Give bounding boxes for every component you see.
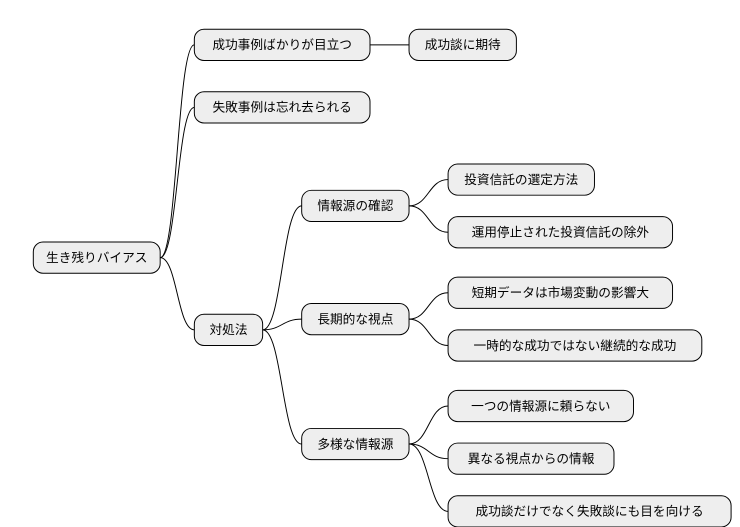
node-n3c: 多様な情報源 bbox=[302, 428, 409, 459]
node-n3c2: 異なる視点からの情報 bbox=[448, 443, 614, 474]
node-label: 成功談だけでなく失敗談にも目を向ける bbox=[476, 504, 704, 519]
node-n3c3: 成功談だけでなく失敗談にも目を向ける bbox=[448, 496, 731, 527]
edge-n3-n3c bbox=[263, 330, 302, 444]
edge-n3a-n3a1 bbox=[409, 180, 448, 206]
node-label: 運用停止された投資信託の除外 bbox=[472, 225, 650, 240]
node-label: 一時的な成功ではない継続的な成功 bbox=[474, 338, 677, 353]
node-label: 異なる視点からの情報 bbox=[468, 452, 595, 466]
node-label: 投資信託の選定方法 bbox=[464, 172, 578, 187]
edge-root-n3 bbox=[160, 258, 194, 330]
node-n3: 対処法 bbox=[194, 314, 262, 345]
node-n1: 成功事例ばかりが目立つ bbox=[194, 29, 370, 60]
edge-n3b-n3b2 bbox=[409, 319, 448, 345]
nodes-layer: 生き残りバイアス 成功事例ばかりが目立つ 成功談に期待失敗事例は忘れ去られる対処法 情… bbox=[33, 29, 731, 527]
edge-n3c-n3c1 bbox=[409, 406, 448, 444]
node-n3a1: 投資信託の選定方法 bbox=[448, 164, 594, 195]
node-label: 対処法 bbox=[209, 323, 247, 337]
node-n3b2: 一時的な成功ではない継続的な成功 bbox=[448, 330, 702, 361]
node-root: 生き残りバイアス bbox=[33, 242, 160, 273]
node-n3b: 長期的な視点 bbox=[302, 304, 409, 335]
edge-n3-n3b bbox=[263, 319, 302, 330]
edge-n3-n3a bbox=[263, 206, 302, 330]
node-n2: 失敗事例は忘れ去られる bbox=[194, 92, 370, 123]
edge-n3a-n3a2 bbox=[409, 206, 448, 232]
node-label: 成功談に期待 bbox=[425, 37, 501, 52]
node-n3a: 情報源の確認 bbox=[302, 190, 409, 221]
edge-root-n1 bbox=[160, 45, 194, 258]
node-n3c1: 一つの情報源に頼らない bbox=[448, 390, 633, 421]
node-label: 多様な情報源 bbox=[317, 437, 393, 451]
node-label: 短期データは市場変動の影響大 bbox=[472, 285, 650, 300]
node-label: 生き残りバイアス bbox=[46, 251, 147, 265]
edge-n3b-n3b1 bbox=[409, 293, 448, 319]
node-n3a2: 運用停止された投資信託の除外 bbox=[448, 217, 672, 248]
node-label: 失敗事例は忘れ去られる bbox=[212, 101, 351, 115]
node-n1a: 成功談に期待 bbox=[409, 29, 516, 60]
node-label: 一つの情報源に頼らない bbox=[471, 399, 610, 413]
edge-n3c-n3c3 bbox=[409, 444, 448, 511]
node-label: 成功事例ばかりが目立つ bbox=[212, 38, 352, 52]
node-label: 長期的な視点 bbox=[317, 311, 393, 326]
node-n3b1: 短期データは市場変動の影響大 bbox=[448, 277, 672, 308]
node-label: 情報源の確認 bbox=[317, 198, 393, 213]
mindmap-canvas: 生き残りバイアス 成功事例ばかりが目立つ 成功談に期待失敗事例は忘れ去られる対処法 情… bbox=[0, 0, 740, 527]
edge-root-n2 bbox=[160, 107, 194, 257]
